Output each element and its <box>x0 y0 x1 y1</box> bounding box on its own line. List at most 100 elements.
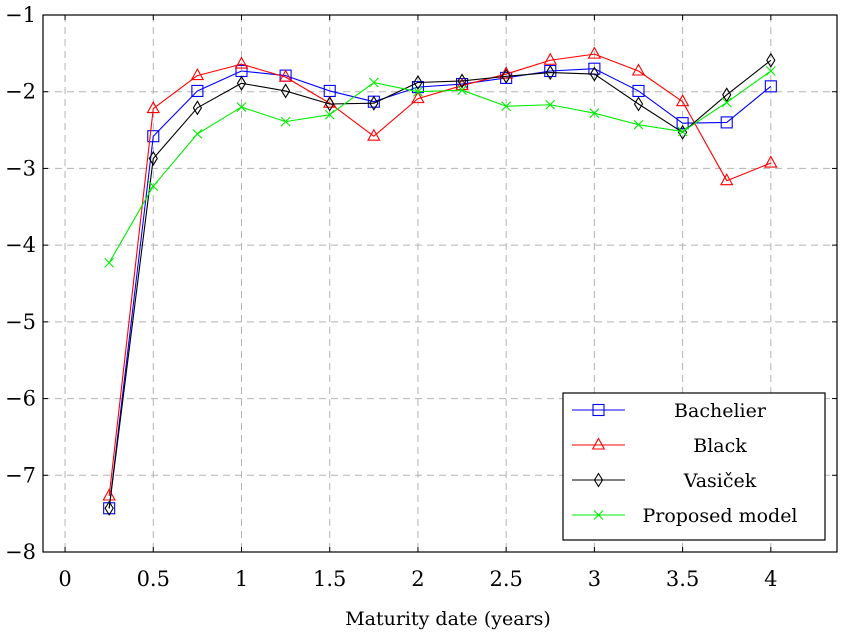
data-point-black <box>367 128 381 141</box>
data-point-vasi-ek <box>148 150 158 167</box>
legend: Bachelier Black Vasiček Proposed model <box>562 392 826 541</box>
legend-label: Black <box>693 435 747 457</box>
data-point-proposed-model <box>633 119 644 130</box>
data-point-vasi-ek <box>192 100 203 116</box>
data-point-black <box>587 46 602 59</box>
data-point-bachelier <box>676 117 689 130</box>
legend-label: Vasiček <box>683 470 757 492</box>
legend-label: Proposed model <box>642 505 797 527</box>
x-tick-label: 1.5 <box>313 567 346 591</box>
marker-stroke <box>765 66 776 76</box>
data-point-proposed-model <box>545 99 556 110</box>
x-tick-label: 4 <box>764 567 777 591</box>
data-point-black <box>234 56 249 69</box>
data-point-proposed-model <box>677 126 688 137</box>
data-point-vasi-ek <box>501 68 511 84</box>
x-tick-label: 3.5 <box>666 567 699 591</box>
legend-entry-black: Black <box>572 435 747 457</box>
series-vasi-ek <box>104 52 776 516</box>
data-point-proposed-model <box>280 116 291 127</box>
marker-stroke <box>104 257 115 268</box>
series-proposed-model <box>104 66 776 268</box>
marker-stroke <box>324 109 335 120</box>
data-point-proposed-model <box>324 109 335 120</box>
data-point-vasi-ek <box>722 87 732 103</box>
legend-entry-bachelier: Bachelier <box>572 400 767 422</box>
data-point-proposed-model <box>104 257 115 268</box>
y-tick-label: −8 <box>5 540 36 564</box>
legend-entry-proposed-model: Proposed model <box>572 505 798 527</box>
data-point-black <box>499 66 513 79</box>
x-tick-label: 2 <box>411 567 424 591</box>
legend-label: Bachelier <box>674 400 767 422</box>
marker-stroke <box>280 116 291 127</box>
marker-stroke <box>545 99 556 110</box>
data-point-black <box>675 94 690 107</box>
data-point-black <box>146 100 161 114</box>
plot-frame <box>42 14 838 553</box>
data-point-proposed-model <box>501 101 512 112</box>
data-point-black <box>719 173 734 186</box>
marker-stroke <box>589 108 600 119</box>
data-point-bachelier <box>191 84 204 97</box>
data-point-vasi-ek <box>325 96 335 112</box>
data-point-proposed-model <box>148 181 159 191</box>
y-tick-label: −1 <box>5 3 36 27</box>
y-tick-label: −6 <box>5 387 36 411</box>
data-point-proposed-model <box>765 66 776 76</box>
data-point-vasi-ek <box>280 83 291 99</box>
marker-stroke <box>593 510 604 520</box>
y-tick-label: −3 <box>5 156 36 180</box>
legend-swatch-marker <box>592 403 605 417</box>
x-tick-label: 1 <box>235 567 248 591</box>
y-tick-label: −5 <box>5 310 36 334</box>
marker-stroke <box>501 101 512 112</box>
series-line-black <box>108 53 772 497</box>
legend-entry-vasi-ek: Vasiček <box>572 470 757 492</box>
data-point-vasi-ek <box>104 500 114 516</box>
data-point-proposed-model <box>236 102 247 112</box>
data-point-vasi-ek <box>633 96 644 112</box>
data-point-proposed-model <box>457 85 467 96</box>
data-point-vasi-ek <box>236 75 247 91</box>
y-tick-label: −7 <box>5 463 36 487</box>
data-point-vasi-ek <box>589 66 600 82</box>
x-tick-label: 0 <box>58 567 71 591</box>
y-tick-label: −2 <box>5 80 36 104</box>
marker-stroke <box>148 181 159 191</box>
legend-swatch-marker <box>591 437 606 450</box>
marker-stroke <box>368 77 379 88</box>
series-line-proposed-model <box>108 70 772 264</box>
legend-swatch-marker <box>593 472 604 488</box>
marker-stroke <box>236 102 247 112</box>
data-point-bachelier <box>764 80 777 93</box>
marker-stroke <box>457 85 467 96</box>
data-point-black <box>764 155 778 168</box>
data-point-black <box>278 69 293 82</box>
plot-series <box>102 46 778 516</box>
marker-stroke <box>192 129 203 139</box>
marker-stroke <box>677 126 688 137</box>
axis-ticks: 0 0.5 1 1.5 2 2.5 3 3.5 4 −8 −7 −6 −5 −4 −3 −2 −1 <box>5 3 837 591</box>
x-axis-label: Maturity date (years) <box>345 608 551 630</box>
x-tick-label: 3 <box>588 567 601 591</box>
series-line-bachelier <box>108 68 772 509</box>
data-point-proposed-model <box>721 97 732 108</box>
data-point-proposed-model <box>368 77 379 88</box>
legend-swatch-marker <box>593 510 604 520</box>
data-point-black <box>543 52 558 65</box>
marker-stroke <box>413 86 423 97</box>
series-black <box>102 46 778 501</box>
marker-stroke <box>721 97 732 108</box>
data-point-bachelier <box>720 116 733 129</box>
data-point-bachelier <box>147 130 160 143</box>
x-tick-label: 0.5 <box>137 567 170 591</box>
data-point-proposed-model <box>589 108 600 119</box>
data-point-vasi-ek <box>369 95 379 111</box>
data-point-vasi-ek <box>413 74 423 91</box>
data-point-proposed-model <box>192 129 203 139</box>
data-point-vasi-ek <box>457 73 467 89</box>
data-point-vasi-ek <box>545 64 555 81</box>
data-point-proposed-model <box>413 86 423 97</box>
